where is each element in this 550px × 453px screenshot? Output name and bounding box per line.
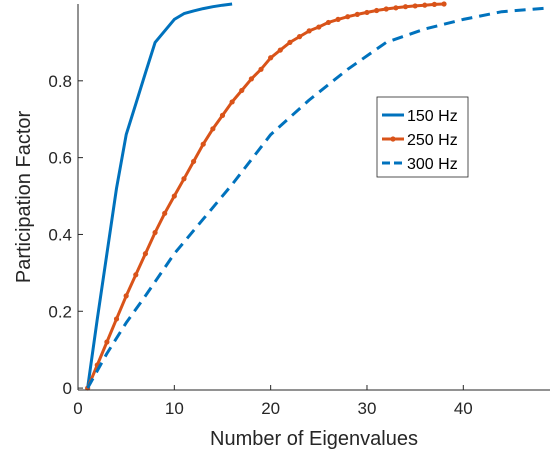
series-marker bbox=[104, 339, 110, 345]
series-marker bbox=[219, 112, 226, 118]
y-tick-label: 0.4 bbox=[48, 225, 72, 244]
series-marker bbox=[441, 1, 447, 7]
x-axis-label: Number of Eigenvalues bbox=[210, 428, 418, 450]
series-marker bbox=[229, 99, 235, 105]
plot-area bbox=[78, 4, 550, 390]
series-marker bbox=[277, 47, 283, 53]
series-marker bbox=[402, 4, 409, 10]
series-marker bbox=[325, 19, 332, 26]
series-layer bbox=[85, 1, 550, 391]
y-tick-label: 0.6 bbox=[48, 149, 72, 168]
series-marker bbox=[190, 158, 197, 165]
legend-label: 300 Hz bbox=[407, 156, 458, 173]
x-tick-label: 0 bbox=[73, 399, 82, 418]
series-line-1 bbox=[86, 2, 233, 389]
series-marker bbox=[296, 34, 303, 40]
x-tick-label: 20 bbox=[261, 399, 280, 418]
legend-label: 150 Hz bbox=[407, 108, 458, 125]
series-marker bbox=[431, 1, 438, 7]
series-marker bbox=[383, 6, 389, 12]
series-marker bbox=[181, 176, 187, 182]
series-marker bbox=[258, 66, 264, 72]
series-marker bbox=[123, 293, 129, 299]
series-marker bbox=[364, 9, 370, 16]
series-marker bbox=[306, 28, 312, 34]
legend-label: 250 Hz bbox=[407, 132, 458, 149]
series-marker bbox=[393, 5, 399, 11]
series-line-3 bbox=[86, 6, 550, 389]
legend-marker bbox=[390, 136, 396, 142]
x-tick-label: 40 bbox=[454, 399, 473, 418]
y-tick-label: 0.2 bbox=[48, 302, 72, 321]
series-marker bbox=[287, 39, 293, 46]
x-tick-label: 30 bbox=[358, 399, 377, 418]
series-marker bbox=[162, 210, 168, 216]
series-marker bbox=[335, 16, 341, 22]
x-ticks: 0 10 20 30 40 bbox=[73, 385, 473, 418]
series-marker bbox=[142, 251, 149, 257]
series-marker bbox=[422, 2, 428, 8]
y-ticks: 0 0.2 0.4 0.6 0.8 bbox=[48, 72, 83, 398]
series-marker bbox=[239, 87, 245, 94]
series-marker bbox=[152, 229, 158, 236]
series-marker bbox=[200, 141, 206, 147]
series-marker bbox=[268, 55, 274, 61]
y-tick-label: 0.8 bbox=[48, 72, 72, 91]
y-tick-label: 0 bbox=[63, 379, 72, 398]
legend: 150 Hz 250 Hz 300 Hz bbox=[376, 96, 469, 178]
series-marker bbox=[412, 3, 418, 9]
series-marker bbox=[210, 126, 216, 132]
series-marker bbox=[113, 316, 120, 322]
series-marker bbox=[133, 272, 139, 278]
series-marker bbox=[316, 24, 322, 30]
series-marker bbox=[171, 193, 177, 199]
x-tick-label: 10 bbox=[165, 399, 184, 418]
series-marker bbox=[345, 14, 351, 20]
series-marker bbox=[354, 11, 360, 17]
series-marker bbox=[248, 76, 254, 82]
y-axis-label: Participation Factor bbox=[13, 111, 35, 284]
series-marker bbox=[374, 7, 380, 14]
